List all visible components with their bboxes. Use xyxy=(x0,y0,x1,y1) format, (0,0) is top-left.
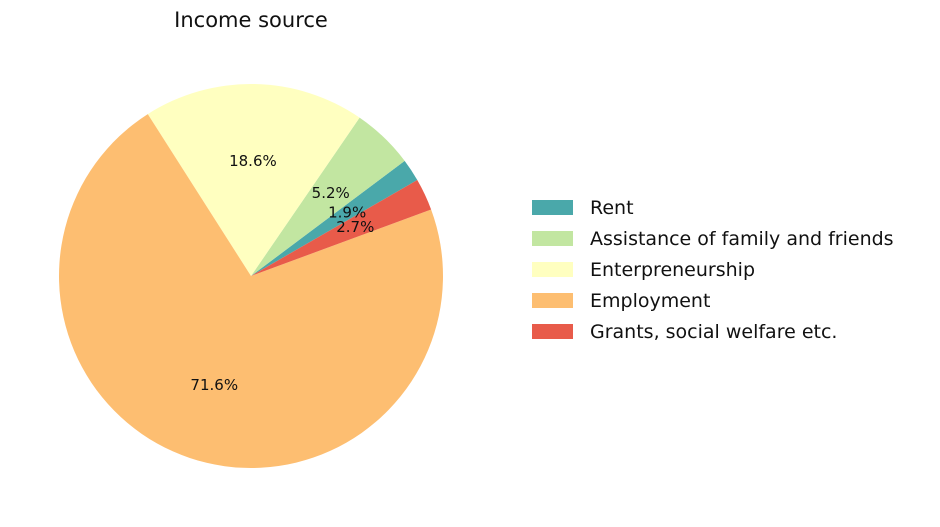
pie-label-employment: 71.6% xyxy=(190,376,238,394)
pie-label-enterpreneurship: 18.6% xyxy=(229,152,277,170)
legend-swatch-enterpreneurship xyxy=(532,262,573,277)
legend: Rent Assistance of family and friends Ente… xyxy=(532,197,894,343)
legend-swatch-employment xyxy=(532,293,573,308)
legend-label-grants-social-welfare-etc: Grants, social welfare etc. xyxy=(590,321,837,343)
legend-label-rent: Rent xyxy=(590,197,634,219)
legend-swatch-assistance-of-family-and-friends xyxy=(532,231,573,246)
pie-label-assistance-of-family-and-friends: 5.2% xyxy=(312,184,350,202)
pie-slice-grants-social-welfare-etc xyxy=(251,180,432,276)
legend-label-assistance-of-family-and-friends: Assistance of family and friends xyxy=(590,228,894,250)
pie-percent-labels: 1.9% 5.2% 18.6% 71.6% 2.7% xyxy=(190,152,374,394)
chart-title: Income source xyxy=(174,8,328,32)
pie-slice-employment xyxy=(59,114,444,468)
pie-slice-assistance-of-family-and-friends xyxy=(251,117,405,277)
pie-slice-enterpreneurship xyxy=(147,83,360,276)
legend-swatch-grants-social-welfare-etc xyxy=(532,324,573,339)
pie-slice-rent xyxy=(251,160,418,276)
legend-label-employment: Employment xyxy=(590,290,710,312)
pie-slices xyxy=(59,83,444,468)
legend-label-enterpreneurship: Enterpreneurship xyxy=(590,259,755,281)
pie-label-grants-social-welfare-etc: 2.7% xyxy=(336,218,374,236)
pie-label-rent: 1.9% xyxy=(328,204,366,222)
legend-swatch-rent xyxy=(532,200,573,215)
